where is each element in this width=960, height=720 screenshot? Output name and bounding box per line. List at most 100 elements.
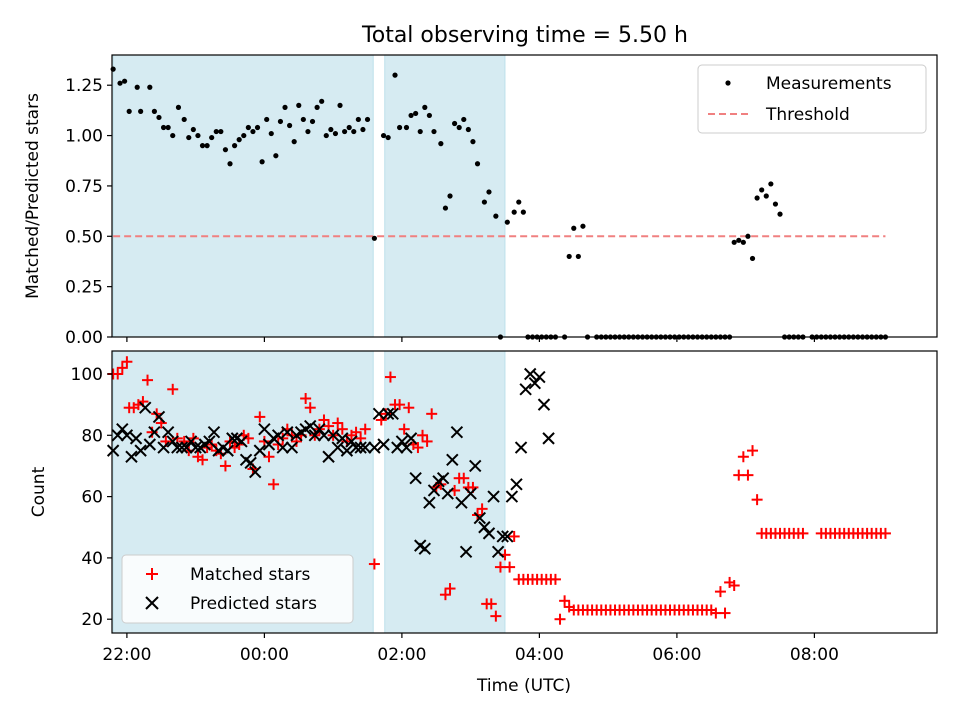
measurement-point bbox=[273, 153, 279, 159]
x-tick-label: 06:00 bbox=[652, 645, 701, 665]
measurement-point bbox=[456, 124, 462, 131]
matched-star-point bbox=[263, 451, 275, 463]
count-legend: Matched stars Predicted stars bbox=[121, 554, 354, 624]
predicted-star-point bbox=[235, 435, 248, 448]
y-tick-label: 0.50 bbox=[65, 227, 103, 247]
predicted-star-point bbox=[322, 450, 335, 463]
matched-star-point bbox=[142, 374, 154, 386]
measurement-point bbox=[493, 213, 499, 219]
x-axis-label: Time (UTC) bbox=[476, 676, 571, 696]
measurement-point bbox=[731, 239, 737, 245]
predicted-star-point bbox=[139, 401, 152, 414]
legend-measurements-label: Measurements bbox=[766, 74, 892, 94]
x-tick-label: 22:00 bbox=[102, 645, 151, 665]
matched-star-point bbox=[116, 362, 128, 374]
predicted-star-stroke bbox=[125, 450, 138, 463]
matched-star-point bbox=[121, 356, 133, 368]
predicted-star-stroke bbox=[134, 444, 147, 457]
predicted-star-stroke bbox=[161, 426, 175, 439]
count-y-ticks: 20 40 60 80 100 bbox=[71, 365, 112, 630]
predicted-star-point bbox=[340, 444, 354, 457]
measurement-point bbox=[417, 128, 423, 135]
predicted-star-point bbox=[253, 444, 267, 457]
measurement-point bbox=[397, 124, 403, 131]
measurement-point bbox=[438, 141, 444, 147]
predicted-star-point bbox=[281, 426, 294, 439]
measurement-point bbox=[520, 209, 526, 215]
y-tick-label: 0.75 bbox=[65, 177, 103, 197]
predicted-star-stroke bbox=[482, 527, 496, 540]
predicted-star-stroke bbox=[184, 435, 198, 448]
legend-predicted-marker bbox=[145, 596, 159, 610]
measurement-point bbox=[447, 193, 453, 199]
measurement-point bbox=[408, 112, 414, 119]
predicted-star-point bbox=[189, 441, 202, 454]
matched-star-point bbox=[751, 494, 763, 506]
predicted-star-stroke bbox=[304, 419, 317, 433]
predicted-star-point bbox=[482, 527, 496, 540]
measurement-point bbox=[241, 132, 247, 139]
x-tick-label: 02:00 bbox=[377, 645, 426, 665]
predicted-star-point bbox=[528, 376, 542, 390]
measurement-point bbox=[431, 128, 437, 135]
predicted-star-stroke bbox=[221, 444, 234, 457]
measurement-point bbox=[209, 134, 215, 141]
measurement-point bbox=[186, 134, 192, 141]
predicted-star-stroke bbox=[244, 456, 257, 470]
predicted-star-stroke bbox=[171, 441, 184, 454]
predicted-star-point bbox=[106, 444, 120, 457]
measurement-point bbox=[511, 209, 517, 215]
x-tick-label: 00:00 bbox=[240, 645, 289, 665]
matched-star-point bbox=[359, 423, 371, 435]
predicted-star-point bbox=[157, 441, 170, 454]
predicted-star-point bbox=[120, 429, 134, 442]
measurement-point bbox=[291, 139, 297, 145]
measurement-point bbox=[170, 132, 176, 139]
predicted-star-stroke bbox=[239, 453, 253, 467]
predicted-star-point bbox=[372, 407, 386, 421]
predicted-star-stroke bbox=[528, 376, 542, 390]
predicted-star-stroke bbox=[423, 496, 436, 509]
matched-star-point bbox=[444, 583, 456, 595]
matched-star-point bbox=[268, 478, 280, 490]
predicted-star-stroke bbox=[496, 530, 509, 543]
ratio-y-axis-label: Matched/Predicted stars bbox=[23, 93, 43, 299]
predicted-star-point bbox=[381, 407, 395, 421]
predicted-star-point bbox=[501, 530, 514, 543]
predicted-star-stroke bbox=[487, 490, 500, 503]
measurement-point bbox=[392, 72, 398, 78]
predicted-star-point bbox=[473, 511, 487, 525]
predicted-star-point bbox=[285, 441, 299, 454]
matched-star-point bbox=[336, 423, 348, 435]
matched-star-point bbox=[167, 383, 179, 395]
predicted-star-point bbox=[524, 367, 537, 381]
measurement-point bbox=[470, 139, 476, 145]
shaded-interval bbox=[384, 54, 506, 338]
predicted-star-point bbox=[404, 432, 418, 445]
predicted-star-stroke bbox=[414, 539, 427, 552]
matched-star-point bbox=[719, 607, 731, 619]
predicted-star-point bbox=[537, 398, 551, 411]
measurement-point bbox=[481, 199, 487, 205]
measurement-point bbox=[461, 116, 467, 123]
measurement-point bbox=[181, 116, 187, 123]
matched-star-point bbox=[559, 595, 571, 607]
predicted-star-point bbox=[129, 432, 143, 445]
x-tick-label: 04:00 bbox=[515, 645, 564, 665]
measurement-point bbox=[300, 116, 306, 123]
predicted-star-stroke bbox=[359, 441, 372, 454]
predicted-star-stroke bbox=[469, 459, 482, 473]
matched-star-point bbox=[490, 610, 502, 622]
predicted-star-stroke bbox=[533, 370, 546, 384]
matched-star-point bbox=[384, 371, 396, 383]
predicted-star-stroke bbox=[336, 432, 349, 445]
predicted-star-point bbox=[464, 487, 477, 500]
predicted-star-stroke bbox=[322, 450, 335, 463]
predicted-star-stroke bbox=[116, 422, 129, 436]
matched-star-point bbox=[272, 438, 284, 450]
ratio-x-ticks bbox=[126, 337, 815, 342]
measurement-point bbox=[147, 84, 153, 90]
predicted-star-point bbox=[386, 407, 399, 421]
measurement-point bbox=[332, 130, 339, 137]
predicted-star-stroke bbox=[510, 478, 523, 491]
